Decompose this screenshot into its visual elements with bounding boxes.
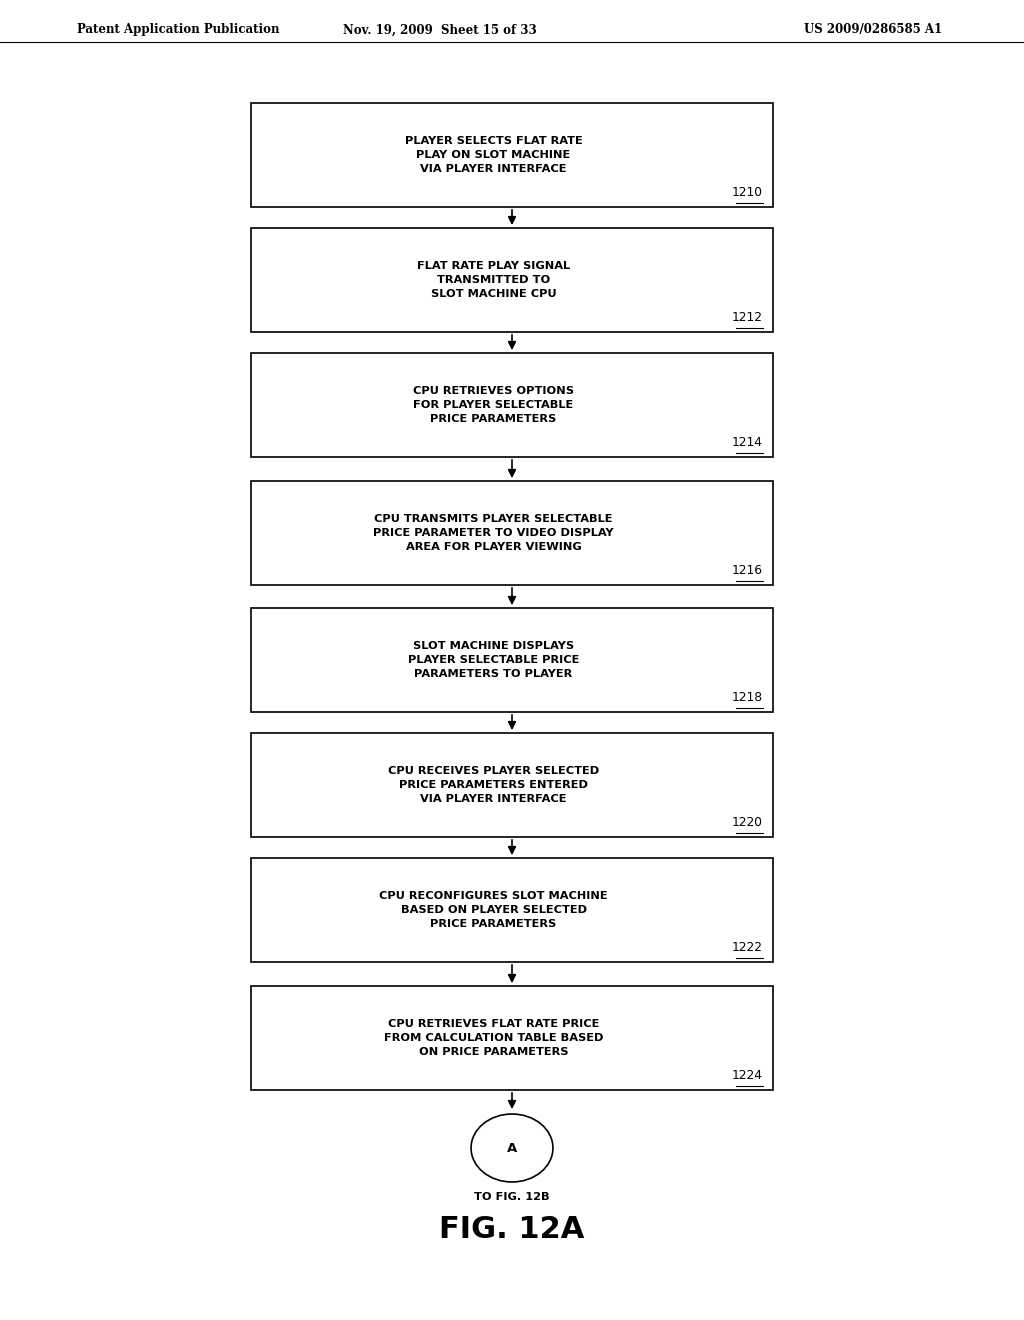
Bar bbox=[251, 986, 773, 1090]
Text: FLAT RATE PLAY SIGNAL
TRANSMITTED TO
SLOT MACHINE CPU: FLAT RATE PLAY SIGNAL TRANSMITTED TO SLO… bbox=[417, 261, 570, 298]
Bar bbox=[251, 103, 773, 207]
Text: SLOT MACHINE DISPLAYS
PLAYER SELECTABLE PRICE
PARAMETERS TO PLAYER: SLOT MACHINE DISPLAYS PLAYER SELECTABLE … bbox=[408, 642, 580, 678]
Ellipse shape bbox=[471, 1114, 553, 1181]
Text: Nov. 19, 2009  Sheet 15 of 33: Nov. 19, 2009 Sheet 15 of 33 bbox=[343, 24, 538, 37]
Bar bbox=[251, 228, 773, 333]
Bar bbox=[251, 858, 773, 962]
Bar bbox=[251, 609, 773, 711]
Text: US 2009/0286585 A1: US 2009/0286585 A1 bbox=[804, 24, 942, 37]
Text: 1222: 1222 bbox=[732, 941, 763, 954]
Text: 1212: 1212 bbox=[732, 312, 763, 323]
Text: TO FIG. 12B: TO FIG. 12B bbox=[474, 1192, 550, 1203]
Text: Patent Application Publication: Patent Application Publication bbox=[77, 24, 280, 37]
Text: 1220: 1220 bbox=[732, 816, 763, 829]
Text: CPU RECONFIGURES SLOT MACHINE
BASED ON PLAYER SELECTED
PRICE PARAMETERS: CPU RECONFIGURES SLOT MACHINE BASED ON P… bbox=[379, 891, 608, 928]
Text: CPU TRANSMITS PLAYER SELECTABLE
PRICE PARAMETER TO VIDEO DISPLAY
AREA FOR PLAYER: CPU TRANSMITS PLAYER SELECTABLE PRICE PA… bbox=[374, 515, 613, 552]
Text: 1218: 1218 bbox=[732, 690, 763, 704]
Text: 1224: 1224 bbox=[732, 1069, 763, 1082]
Text: FIG. 12A: FIG. 12A bbox=[439, 1216, 585, 1245]
Text: CPU RECEIVES PLAYER SELECTED
PRICE PARAMETERS ENTERED
VIA PLAYER INTERFACE: CPU RECEIVES PLAYER SELECTED PRICE PARAM… bbox=[388, 767, 599, 804]
Bar bbox=[251, 480, 773, 585]
Text: CPU RETRIEVES FLAT RATE PRICE
FROM CALCULATION TABLE BASED
ON PRICE PARAMETERS: CPU RETRIEVES FLAT RATE PRICE FROM CALCU… bbox=[384, 1019, 603, 1056]
Text: CPU RETRIEVES OPTIONS
FOR PLAYER SELECTABLE
PRICE PARAMETERS: CPU RETRIEVES OPTIONS FOR PLAYER SELECTA… bbox=[413, 387, 574, 424]
Text: 1210: 1210 bbox=[732, 186, 763, 199]
Text: 1216: 1216 bbox=[732, 564, 763, 577]
Text: A: A bbox=[507, 1142, 517, 1155]
Bar bbox=[251, 733, 773, 837]
Bar bbox=[251, 352, 773, 457]
Text: 1214: 1214 bbox=[732, 436, 763, 449]
Text: PLAYER SELECTS FLAT RATE
PLAY ON SLOT MACHINE
VIA PLAYER INTERFACE: PLAYER SELECTS FLAT RATE PLAY ON SLOT MA… bbox=[404, 136, 583, 174]
